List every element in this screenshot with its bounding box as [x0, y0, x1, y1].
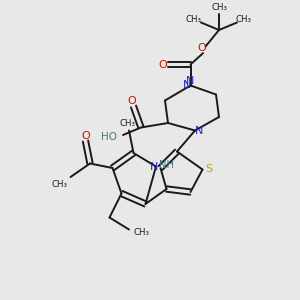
Text: CH₃: CH₃	[133, 228, 149, 237]
Text: CH₃: CH₃	[211, 3, 227, 12]
Text: O: O	[197, 43, 206, 53]
Text: N: N	[186, 76, 195, 86]
Text: HO: HO	[101, 132, 117, 142]
Text: O: O	[158, 59, 167, 70]
Text: CH₃: CH₃	[235, 15, 251, 24]
Text: S: S	[206, 164, 213, 175]
Text: O: O	[128, 96, 136, 106]
Text: CH₃: CH₃	[52, 180, 68, 189]
Text: CH₃: CH₃	[119, 118, 136, 127]
Text: O: O	[81, 130, 90, 141]
Text: N: N	[183, 80, 191, 90]
Text: N: N	[194, 125, 203, 136]
Text: N: N	[150, 161, 159, 172]
Text: CH₃: CH₃	[185, 15, 202, 24]
Text: NH: NH	[159, 160, 174, 170]
